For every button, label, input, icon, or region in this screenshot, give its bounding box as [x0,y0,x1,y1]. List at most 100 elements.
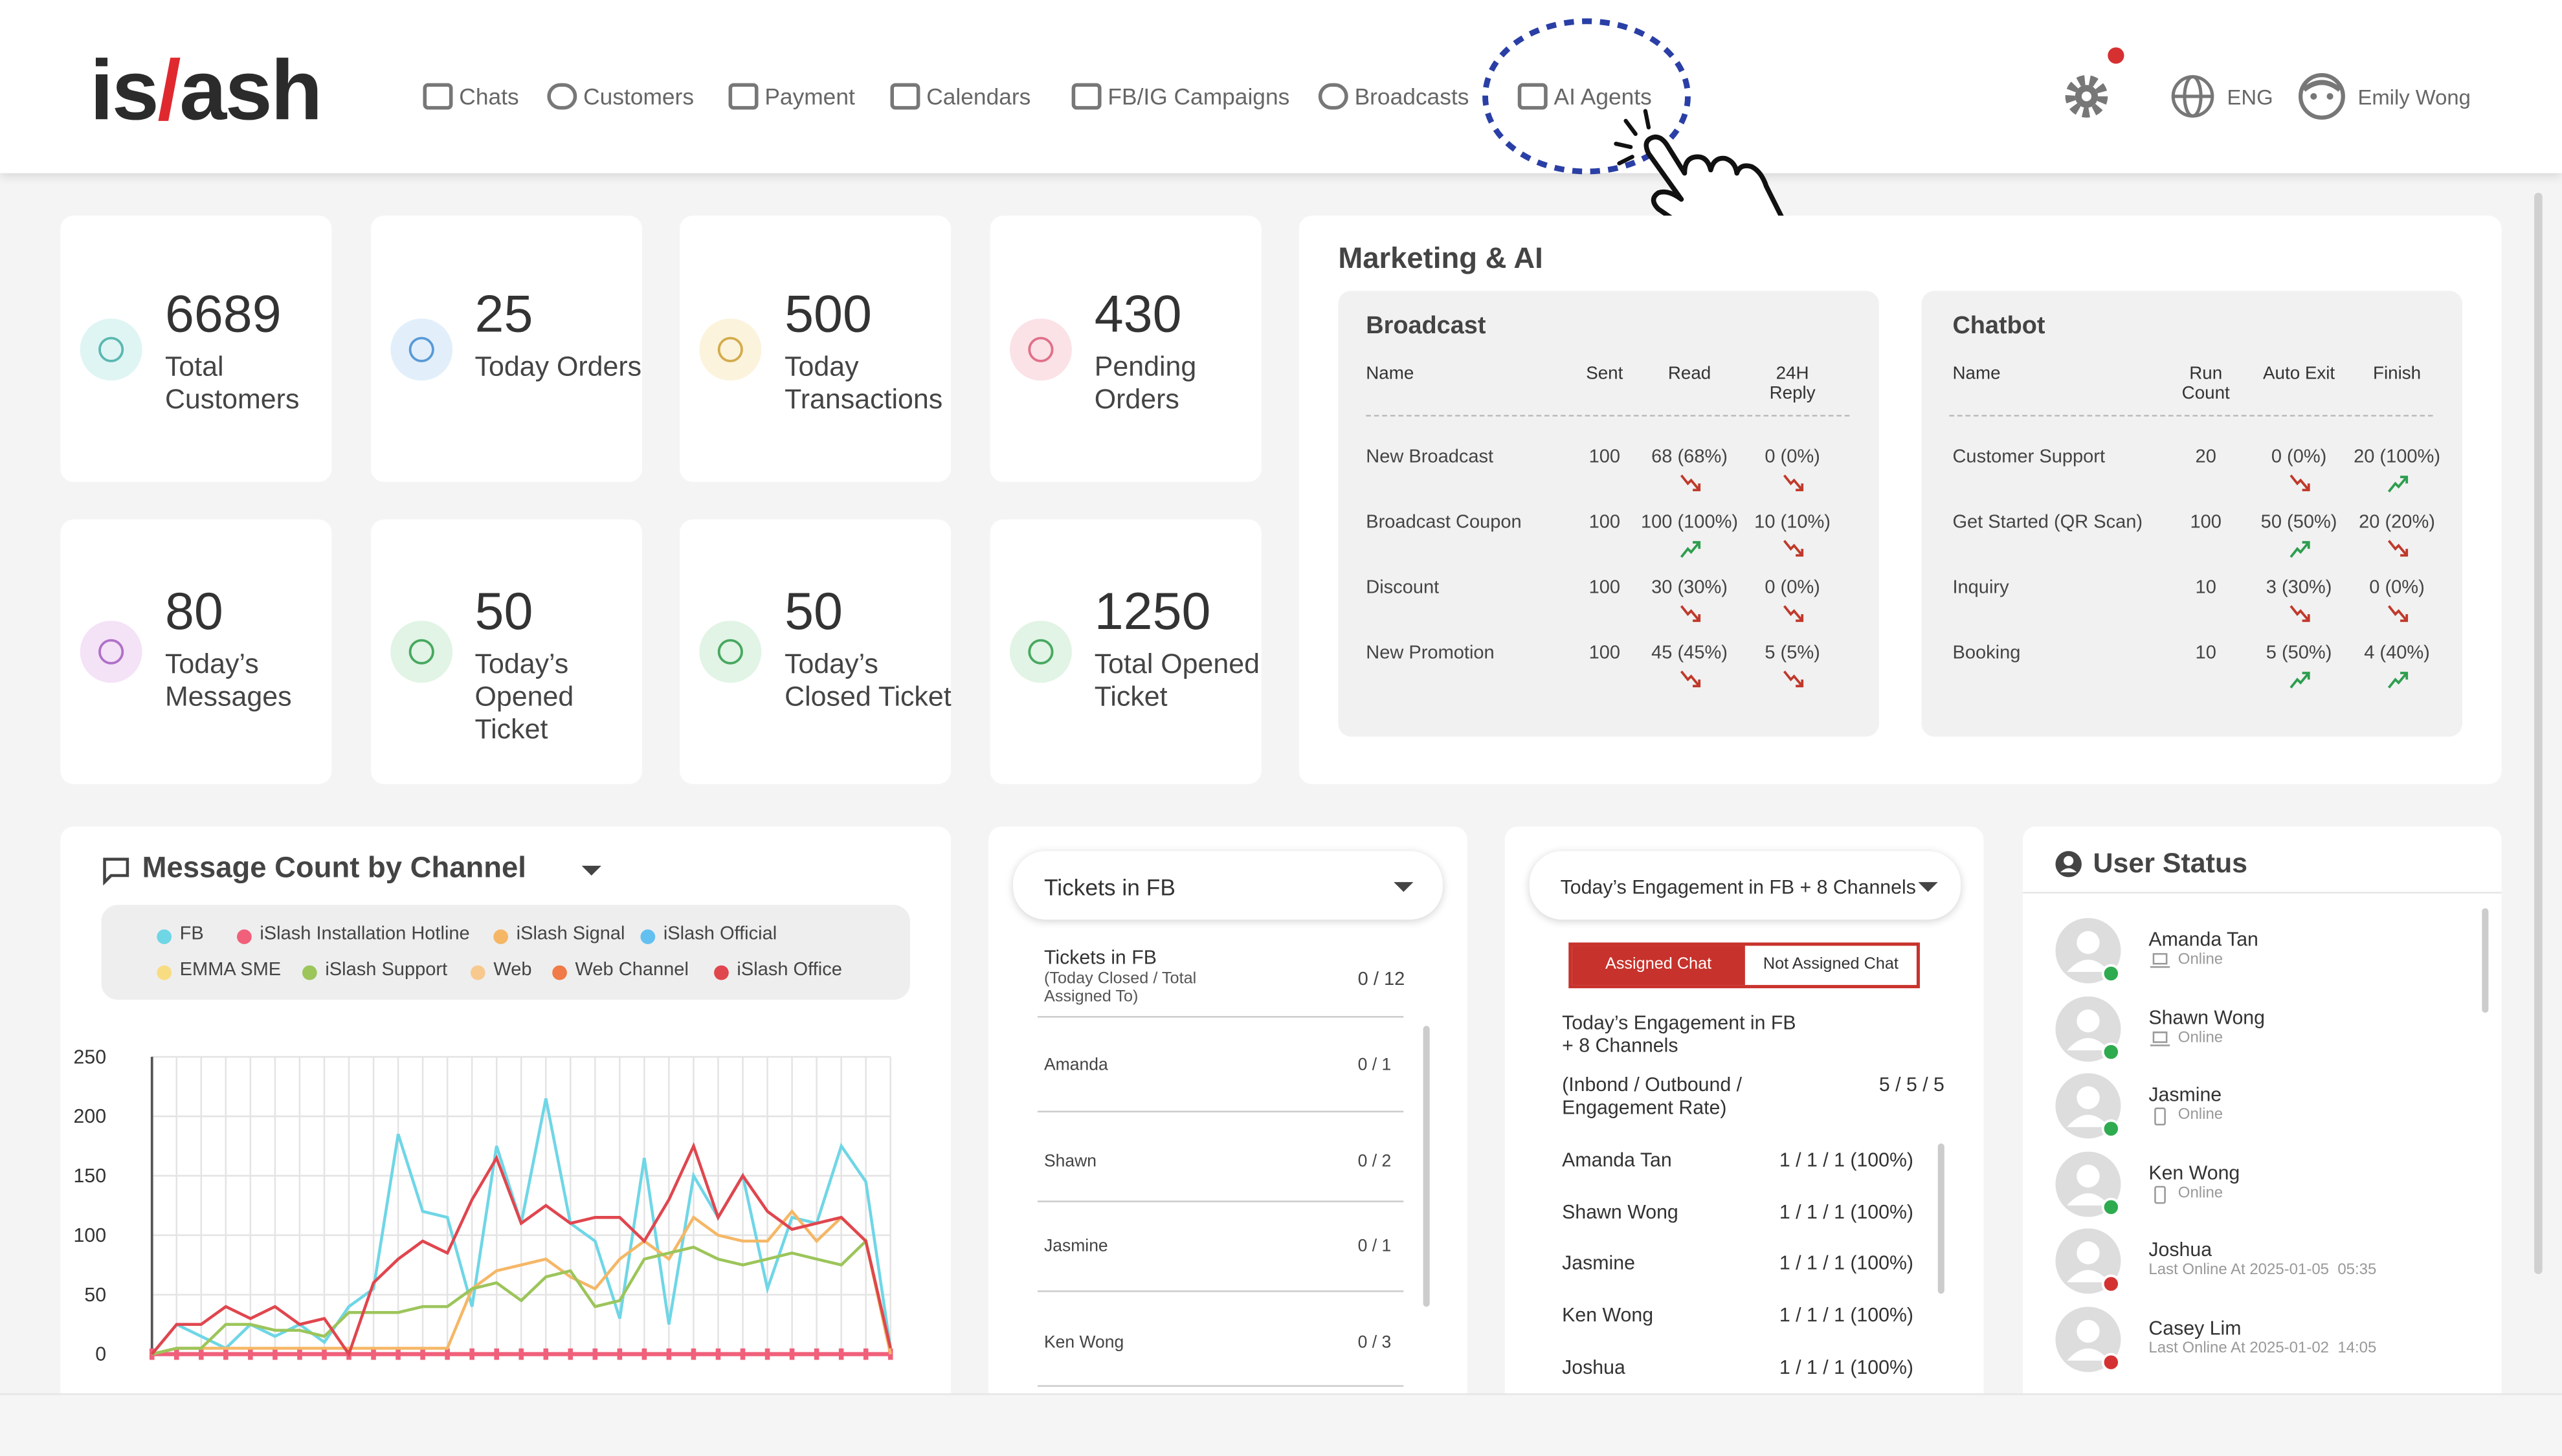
engagement-name: Amanda Tan [1562,1148,1672,1171]
dropdown-arrow [1394,882,1414,892]
scrollbar[interactable] [1423,1026,1430,1307]
icon-bg [1009,318,1072,381]
table-cell: 100 (100%) [1640,513,1739,533]
column-header: Run Count [2181,364,2230,404]
status-dot [2101,1275,2121,1294]
table-cell: 0 (0%) [2271,447,2327,467]
legend-swatch [237,929,252,945]
series-marker [666,1348,672,1360]
stat-icon [390,621,452,683]
avatar-head [2077,1086,2100,1110]
stat-card: 430 Pending Orders [990,215,1262,482]
dropdown-arrow[interactable] [580,863,603,879]
nav-icon[interactable] [421,80,454,113]
nav-icon[interactable] [546,80,578,113]
series-marker [691,1348,696,1360]
user-status: Last Online At 2025-01-05 05:35 [2148,1261,2377,1280]
table-cell: 10 [2195,578,2216,598]
language-icon[interactable] [2170,74,2216,120]
user-avatar[interactable] [2054,1229,2126,1301]
row-divider [1037,1016,1404,1018]
nav-item[interactable]: Payment [764,83,855,110]
user-avatar[interactable] [2054,995,2126,1068]
table-cell: 20 (100%) [2354,447,2441,467]
icon-bg [699,318,762,381]
logo[interactable]: is/ash [89,43,323,140]
device-icon [2154,1107,2166,1126]
nav-item[interactable]: AI Agents [1554,83,1652,110]
laptop [2150,953,2170,968]
ticket-value: 0 / 3 [1357,1332,1392,1353]
engagement-dropdown[interactable]: Today’s Engagement in FB + 8 Channels [1529,851,1961,920]
trend-down [1783,670,1804,688]
table-cell: New Promotion [1366,643,1495,663]
nav-icon-shape [1071,83,1102,110]
ticket-name: Shawn [1043,1151,1097,1171]
user-avatar[interactable] [2297,72,2346,121]
tab-active[interactable]: Assigned Chat [1572,945,1745,986]
page-scrollbar[interactable] [2534,192,2543,1274]
table-cell: 5 (5%) [1765,643,1820,663]
trend-arrow [1783,605,1804,623]
stat-value: 50 [474,581,533,641]
table-cell: 50 (50%) [2260,513,2337,533]
legend-label: iSlash Installation Hotline [260,924,470,945]
legend-swatch [493,929,509,945]
nav-icon[interactable] [889,80,921,113]
scrollbar[interactable] [1937,1143,1944,1294]
trend-down [2289,474,2310,492]
nav-icon[interactable] [727,80,759,113]
y-tick-label: 150 [74,1165,107,1187]
language[interactable]: ENG [2227,85,2273,110]
table-cell: 0 (0%) [1765,447,1820,467]
avatar-head [2077,1319,2100,1343]
user-name[interactable]: Emily Wong [2357,85,2471,110]
stat-icon [699,318,762,381]
series-marker [297,1348,302,1360]
series-marker [199,1348,204,1360]
tickets-dropdown[interactable]: Tickets in FB [1013,851,1443,920]
phone [2154,1186,2166,1204]
legend-swatch [157,929,172,945]
nav-item[interactable]: Calendars [926,83,1031,110]
status-dot [2101,964,2121,983]
legend: FB iSlash Installation Hotline iSlash Sign… [101,905,910,1000]
stat-icon [80,621,142,683]
trend-down [1680,605,1701,623]
table-cell: 20 (20%) [2359,513,2435,533]
nav-item[interactable]: Chats [459,83,519,110]
nav-icon[interactable] [1317,80,1350,113]
marketing-panel: Marketing & AI Broadcast Name Sent Read 24H… [1298,215,2502,784]
tab[interactable]: Not Assigned Chat [1763,955,1899,974]
logo-part: is [89,44,159,139]
user-avatar[interactable] [2054,1151,2126,1223]
nav-icon[interactable] [1516,80,1548,113]
trend-arrow [2387,605,2409,623]
nav-icon[interactable] [1070,80,1102,113]
legend-swatch [157,965,172,980]
nav-item[interactable]: FB/IG Campaigns [1108,83,1290,110]
stat-value: 500 [785,284,872,344]
settings-icon[interactable] [2060,43,2126,124]
user-avatar[interactable] [2054,1307,2126,1378]
table-cell: 100 [1588,447,1621,467]
row-divider [1037,1290,1404,1292]
stat-label: Total Customers [164,351,300,415]
engagement-value: 1 / 1 / 1 (100%) [1779,1200,1913,1223]
user-status: Last Online At 2025-01-02 14:05 [2148,1339,2377,1358]
stat-card: 80 Today’s Messages [60,519,332,784]
nav-item[interactable]: Customers [583,83,695,110]
trend-down [1783,605,1804,623]
nav-item[interactable]: Broadcasts [1354,83,1469,110]
avatar-head [2077,1242,2100,1265]
trend-down [1680,474,1701,492]
table-cell: 30 (30%) [1651,578,1728,598]
legend-swatch [552,965,567,980]
user-name: Jasmine [2148,1083,2222,1107]
chatbot-box: Chatbot Name Run Count Auto Exit Finish Cust… [1921,291,2463,737]
user-avatar[interactable] [2054,1073,2126,1145]
user-avatar[interactable] [2054,918,2126,990]
chat-icon [103,857,129,886]
scrollbar[interactable] [2482,908,2489,1013]
trend-down [1680,670,1701,688]
